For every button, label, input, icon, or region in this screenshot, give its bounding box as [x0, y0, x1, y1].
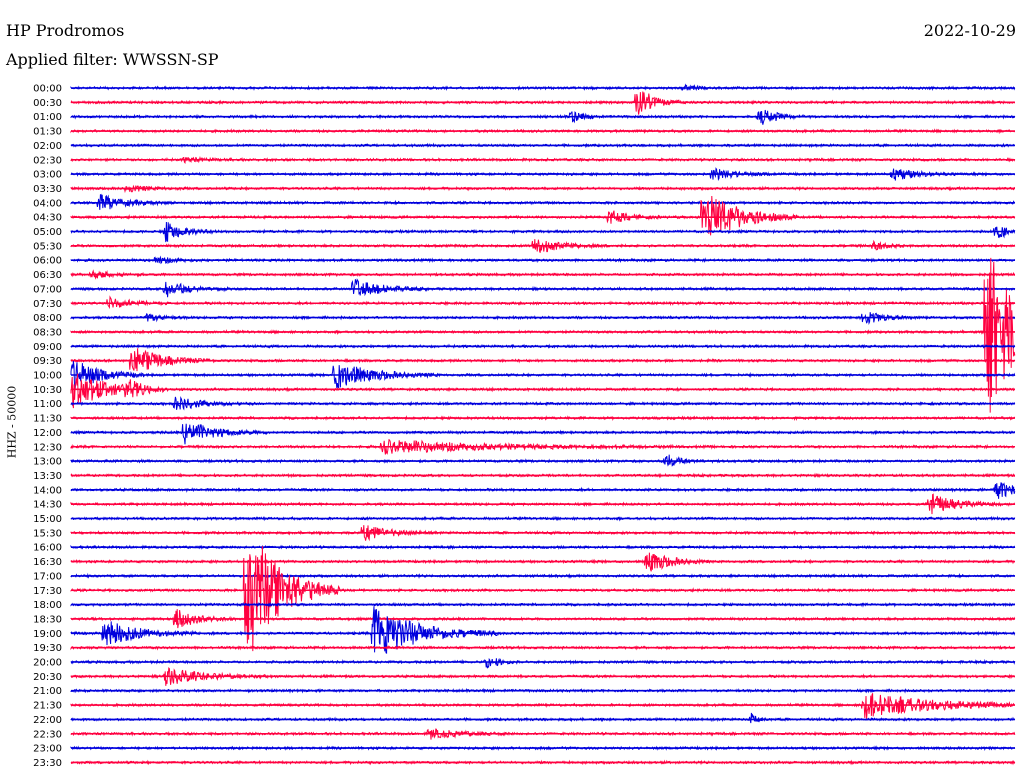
time-tick-label: 15:30 — [33, 528, 62, 539]
trace-line — [70, 348, 1016, 372]
time-tick-label: 11:00 — [33, 399, 62, 410]
time-tick-label: 19:30 — [33, 643, 62, 654]
time-tick-label: 19:00 — [33, 629, 62, 640]
time-tick-label: 06:00 — [33, 256, 62, 267]
time-tick-label: 01:00 — [33, 112, 62, 123]
trace-line — [70, 606, 1016, 654]
time-tick-label: 21:00 — [33, 686, 62, 697]
time-tick-label: 17:30 — [33, 586, 62, 597]
time-tick-label: 13:00 — [33, 457, 62, 468]
station-title: HP Prodromos — [6, 21, 125, 40]
time-tick-label: 17:00 — [33, 571, 62, 582]
time-tick-label: 13:30 — [33, 471, 62, 482]
time-tick-label: 07:30 — [33, 299, 62, 310]
time-tick-label: 12:00 — [33, 428, 62, 439]
time-tick-label: 10:00 — [33, 371, 62, 382]
trace-line — [70, 657, 1016, 669]
time-tick-label: 20:00 — [33, 658, 62, 669]
trace-line — [70, 693, 1016, 720]
time-tick-label: 16:30 — [33, 557, 62, 568]
trace-line — [70, 454, 1015, 467]
time-tick-label: 03:00 — [33, 170, 62, 181]
time-tick-label: 18:00 — [33, 600, 62, 611]
filter-label: Applied filter: WWSSN-SP — [6, 50, 219, 69]
time-tick-label: 00:30 — [33, 98, 62, 109]
time-tick-label: 18:30 — [33, 614, 62, 625]
time-tick-label: 09:00 — [33, 342, 62, 353]
time-tick-label: 12:30 — [33, 442, 62, 453]
time-tick-label: 05:30 — [33, 241, 62, 252]
time-tick-label: 14:00 — [33, 485, 62, 496]
time-tick-label: 01:30 — [33, 127, 62, 138]
time-tick-label: 11:30 — [33, 414, 62, 425]
time-tick-label: 16:00 — [33, 543, 62, 554]
time-tick-label: 23:30 — [33, 758, 62, 769]
time-tick-label: 06:30 — [33, 270, 62, 281]
time-tick-label: 23:00 — [33, 744, 62, 755]
time-tick-label: 04:30 — [33, 213, 62, 224]
time-tick-label: 09:30 — [33, 356, 62, 367]
time-tick-label: 15:00 — [33, 514, 62, 525]
date-label: 2022-10-29 — [923, 21, 1016, 40]
time-tick-label: 10:30 — [33, 385, 62, 396]
time-tick-label: 00:00 — [33, 84, 62, 95]
time-tick-label: 02:00 — [33, 141, 62, 152]
time-tick-label: 22:00 — [33, 715, 62, 726]
time-tick-label: 04:00 — [33, 198, 62, 209]
trace-line — [70, 295, 1016, 310]
time-tick-label: 07:00 — [33, 284, 62, 295]
trace-line — [70, 482, 1016, 499]
trace-line — [70, 423, 1016, 445]
time-tick-label: 08:00 — [33, 313, 62, 324]
time-tick-label: 02:30 — [33, 155, 62, 166]
time-tick-label: 20:30 — [33, 672, 62, 683]
time-tick-label: 21:30 — [33, 701, 62, 712]
time-tick-label: 08:30 — [33, 327, 62, 338]
time-tick-label: 05:00 — [33, 227, 62, 238]
time-tick-label: 14:30 — [33, 500, 62, 511]
time-tick-label: 03:30 — [33, 184, 62, 195]
time-tick-label: 22:30 — [33, 729, 62, 740]
